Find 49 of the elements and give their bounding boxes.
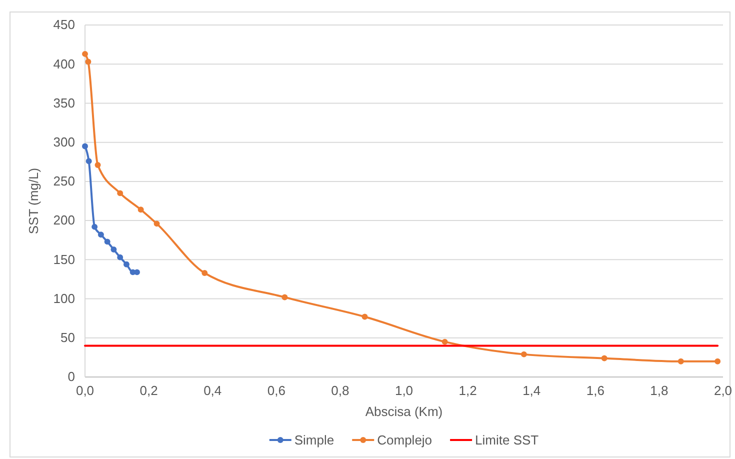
point	[92, 224, 98, 230]
legend-label: Simple	[294, 432, 334, 448]
point	[601, 355, 608, 362]
point	[104, 238, 110, 245]
point	[85, 58, 92, 65]
x-tick-label: 0,8	[331, 383, 350, 398]
x-tick-label: 0,4	[204, 383, 222, 398]
point	[154, 220, 160, 227]
y-tick-label: 150	[53, 252, 75, 267]
point	[110, 246, 117, 252]
point	[202, 270, 208, 276]
point	[82, 143, 88, 150]
y-tick-label: 0	[68, 369, 75, 384]
point	[117, 254, 124, 260]
point	[520, 351, 527, 358]
point	[82, 50, 88, 57]
x-tick-label: 1,0	[394, 383, 414, 398]
legend-label: Limite SST	[475, 432, 539, 448]
point	[138, 206, 144, 213]
y-tick-label: 300	[53, 134, 75, 150]
y-tick-label: 450	[53, 17, 75, 32]
point	[117, 190, 124, 196]
y-tick-label: 100	[53, 290, 75, 306]
point	[134, 269, 140, 276]
point	[94, 162, 101, 168]
y-tick-label: 250	[53, 174, 75, 189]
point	[86, 158, 92, 164]
x-tick-label: 0,2	[140, 383, 158, 398]
legend-label: Complejo	[377, 432, 432, 448]
point	[282, 294, 288, 300]
x-tick-label: 1,6	[586, 383, 604, 398]
y-tick-label: 400	[53, 56, 75, 72]
point	[362, 314, 368, 320]
y-axis-title: SST (mg/L)	[26, 168, 41, 234]
y-tick-label: 200	[53, 212, 75, 228]
x-tick-label: 1,8	[650, 383, 668, 398]
x-tick-label: 1,4	[522, 383, 541, 398]
point	[678, 358, 684, 364]
y-tick-label: 50	[60, 330, 75, 346]
x-tick-label: 1,2	[458, 383, 477, 398]
point	[123, 261, 130, 268]
x-tick-label: 0,0	[76, 383, 94, 398]
point	[98, 232, 104, 238]
point	[714, 358, 721, 364]
x-tick-label: 0,6	[267, 383, 286, 398]
point	[442, 338, 448, 345]
x-tick-label: 2,0	[714, 383, 732, 398]
x-axis-title: Abscisa (Km)	[365, 404, 443, 419]
y-tick-label: 350	[53, 95, 75, 110]
